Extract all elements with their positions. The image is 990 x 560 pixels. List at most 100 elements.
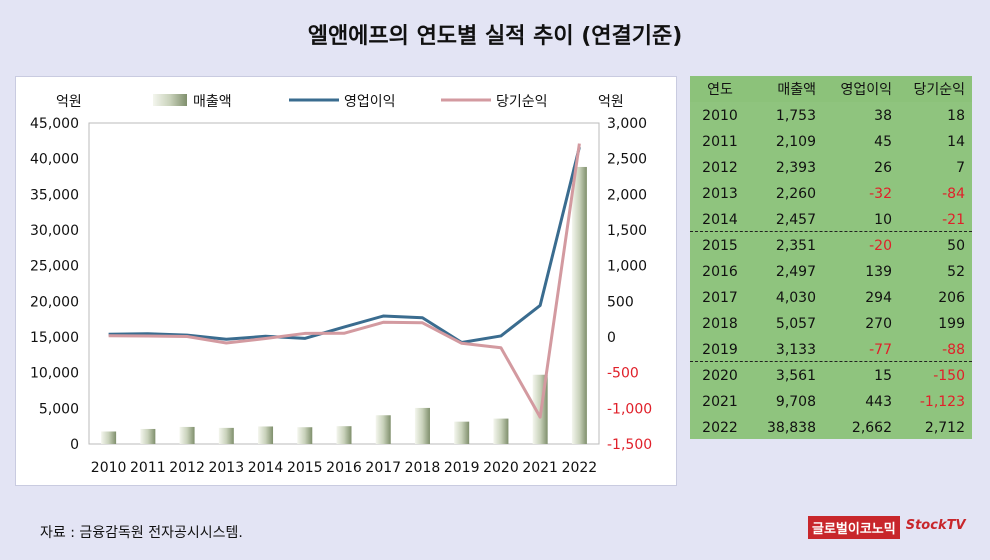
table-cell-net: 206 xyxy=(938,290,965,306)
x-tick-label: 2018 xyxy=(405,460,441,476)
y-left-tick-label: 40,000 xyxy=(30,152,79,168)
table-row: 2010 1,753 38 18 xyxy=(690,103,972,129)
legend-swatch-sales xyxy=(153,94,187,106)
x-tick-label: 2017 xyxy=(365,460,401,476)
table-cell-op: 45 xyxy=(874,134,892,150)
table-cell-sales: 2,109 xyxy=(775,134,816,150)
table-header-op: 영업이익 xyxy=(840,82,892,98)
table-row: 2015 2,351 -20 50 xyxy=(690,233,972,259)
x-tick-label: 2015 xyxy=(287,460,323,476)
table-divider xyxy=(690,231,972,232)
table-cell-sales: 2,351 xyxy=(775,238,816,254)
table-cell-year: 2022 xyxy=(702,420,738,436)
table-cell-op: 15 xyxy=(874,368,892,384)
bar-sales xyxy=(414,407,430,444)
x-tick-label: 2013 xyxy=(208,460,244,476)
x-tick-label: 2021 xyxy=(522,460,558,476)
y-left-tick-label: 25,000 xyxy=(30,259,79,275)
table-cell-net: 199 xyxy=(938,316,965,332)
x-tick-label: 2020 xyxy=(483,460,519,476)
table-cell-sales: 2,457 xyxy=(775,212,816,228)
y-right-tick-label: 2,500 xyxy=(607,152,647,168)
table-cell-op: 38 xyxy=(874,108,892,124)
table-header-year: 연도 xyxy=(707,82,733,98)
table-cell-sales: 3,561 xyxy=(775,368,816,384)
table-divider xyxy=(690,361,972,362)
bar-sales xyxy=(375,415,391,444)
x-tick-label: 2019 xyxy=(444,460,480,476)
table-row: 2013 2,260 -32 -84 xyxy=(690,181,972,207)
table-cell-op: 26 xyxy=(874,160,892,176)
y-right-tick-label: 3,000 xyxy=(607,116,647,132)
table-cell-year: 2016 xyxy=(702,264,738,280)
bar-sales xyxy=(493,418,509,444)
table-cell-op: -20 xyxy=(869,238,892,254)
bar-sales xyxy=(454,421,470,444)
table-cell-sales: 9,708 xyxy=(775,394,816,410)
bar-sales xyxy=(297,427,313,444)
brand-logo-stocktv: StockTV xyxy=(905,518,966,533)
table-cell-net: -150 xyxy=(933,368,965,384)
y-left-tick-label: 45,000 xyxy=(30,116,79,132)
y-right-tick-label: -1,000 xyxy=(607,401,652,417)
table-cell-sales: 2,393 xyxy=(775,160,816,176)
table-header-sales: 매출액 xyxy=(777,82,816,98)
table-cell-net: 14 xyxy=(947,134,965,150)
table-cell-op: 294 xyxy=(865,290,892,306)
y-right-tick-label: 1,500 xyxy=(607,223,647,239)
table-cell-sales: 3,133 xyxy=(775,342,816,358)
brand-logo-globaleconomic: 글로벌이코노믹 xyxy=(808,516,900,539)
y-right-tick-label: 1,000 xyxy=(607,259,647,275)
bar-sales xyxy=(140,428,156,444)
table-cell-year: 2011 xyxy=(702,134,738,150)
legend-label-net: 당기순익 xyxy=(496,94,548,110)
table-cell-net: -21 xyxy=(942,212,965,228)
table-cell-net: 18 xyxy=(947,108,965,124)
data-table: 연도 매출액 영업이익 당기순익 2010 1,753 38 18 2011 2,109 4… xyxy=(690,76,972,439)
table-row: 2021 9,708 443 -1,123 xyxy=(690,389,972,415)
bar-sales xyxy=(101,431,117,444)
y-right-tick-label: 2,000 xyxy=(607,187,647,203)
x-tick-label: 2012 xyxy=(169,460,205,476)
table-row: 2016 2,497 139 52 xyxy=(690,259,972,285)
table-cell-net: -84 xyxy=(942,186,965,202)
source-note: 자료 : 금융감독원 전자공시시스템. xyxy=(40,525,243,541)
x-tick-label: 2011 xyxy=(130,460,166,476)
table-cell-year: 2014 xyxy=(702,212,738,228)
line-net-income xyxy=(108,143,581,419)
table-cell-op: 270 xyxy=(865,316,892,332)
table-row: 2018 5,057 270 199 xyxy=(690,311,972,337)
table-cell-net: 2,712 xyxy=(924,420,965,436)
y-left-tick-label: 5,000 xyxy=(39,401,79,417)
table-cell-sales: 2,260 xyxy=(775,186,816,202)
y-right-tick-label: -1,500 xyxy=(607,437,652,453)
x-tick-label: 2016 xyxy=(326,460,362,476)
table-row: 2014 2,457 10 -21 xyxy=(690,207,972,233)
table-cell-sales: 4,030 xyxy=(775,290,816,306)
x-tick-label: 2022 xyxy=(562,460,598,476)
table-cell-sales: 38,838 xyxy=(767,420,816,436)
combo-chart: 0 5,000 10,000 15,000 20,000 25,000 30,000 35,0… xyxy=(30,94,652,476)
table-cell-year: 2020 xyxy=(702,368,738,384)
table-cell-sales: 1,753 xyxy=(775,108,816,124)
table-cell-net: 7 xyxy=(956,160,965,176)
table-cell-sales: 2,497 xyxy=(775,264,816,280)
bar-sales xyxy=(218,427,234,444)
table-row: 2017 4,030 294 206 xyxy=(690,285,972,311)
y-left-tick-label: 35,000 xyxy=(30,187,79,203)
table-cell-op: 10 xyxy=(874,212,892,228)
x-tick-label: 2010 xyxy=(91,460,127,476)
table-row: 2019 3,133 -77 -88 xyxy=(690,337,972,363)
plot-area xyxy=(88,122,600,445)
table-cell-year: 2017 xyxy=(702,290,738,306)
table-cell-op: 443 xyxy=(865,394,892,410)
table-cell-op: 139 xyxy=(865,264,892,280)
legend-label-sales: 매출액 xyxy=(193,94,232,110)
table-cell-net: -88 xyxy=(942,342,965,358)
x-tick-label: 2014 xyxy=(248,460,284,476)
table-cell-op: 2,662 xyxy=(851,420,892,436)
table-cell-net: -1,123 xyxy=(919,394,965,410)
table-cell-year: 2021 xyxy=(702,394,738,410)
table-header-net: 당기순익 xyxy=(913,82,965,98)
table-row: 2011 2,109 45 14 xyxy=(690,129,972,155)
